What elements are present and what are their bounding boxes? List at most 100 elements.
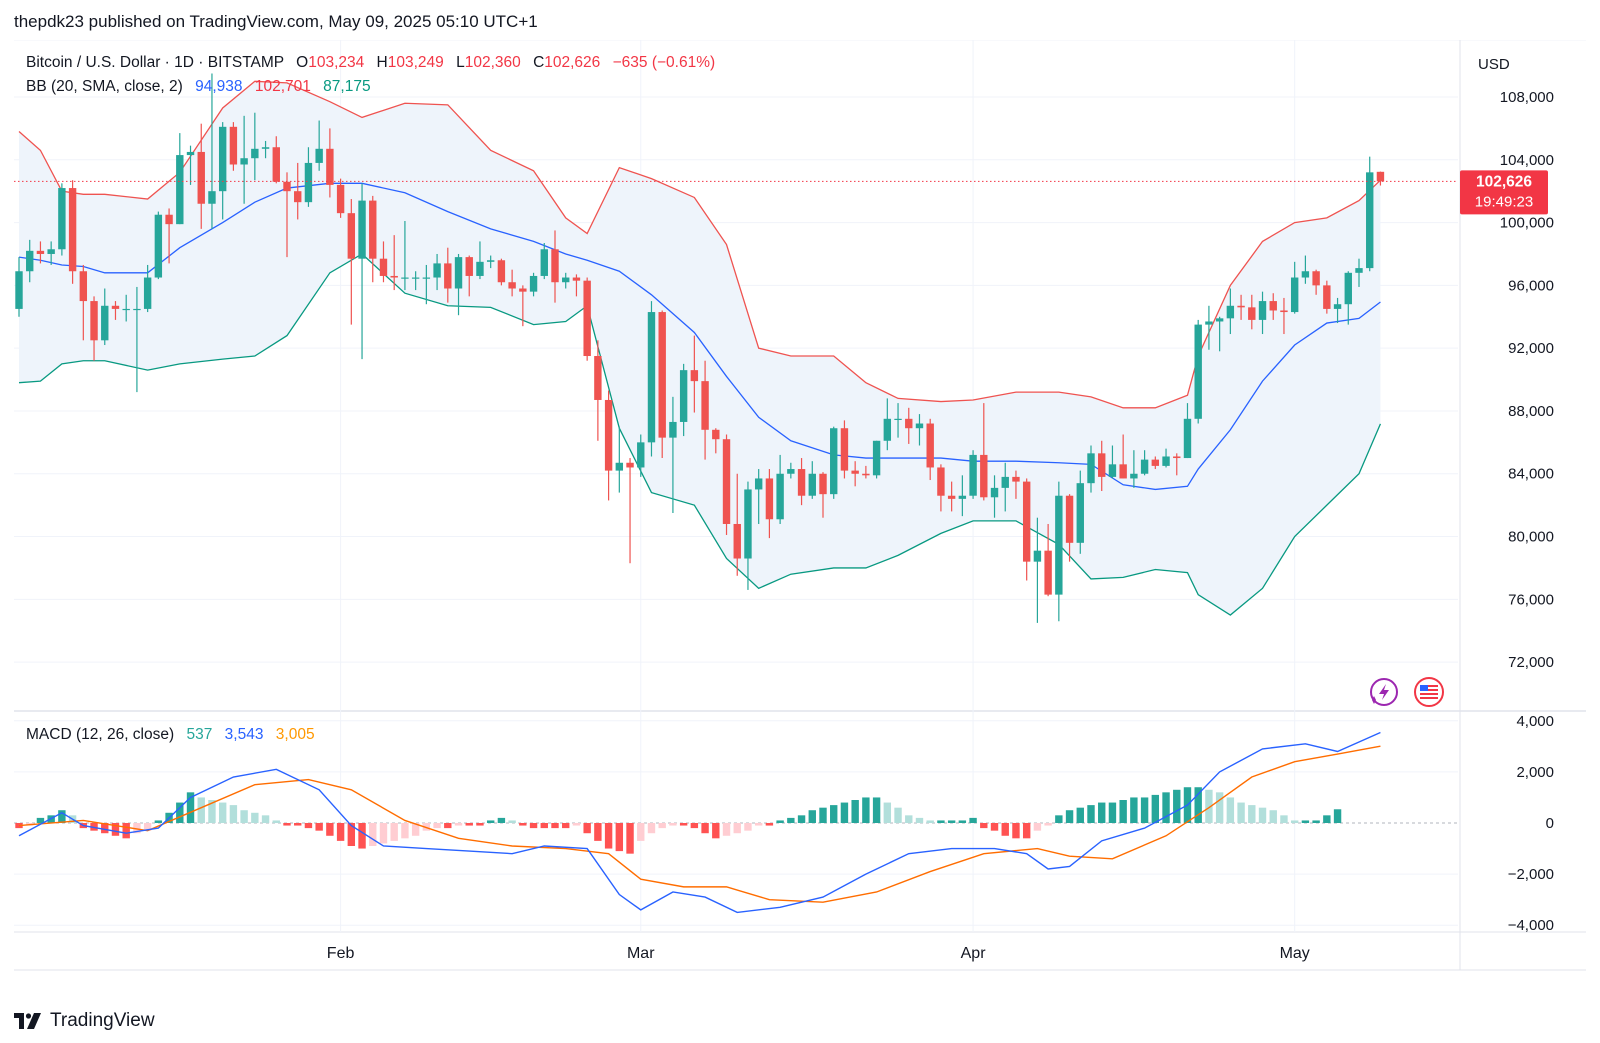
candle-body	[444, 263, 452, 289]
candle	[47, 241, 55, 265]
macd-hist-bar	[347, 823, 356, 846]
candle	[1280, 297, 1288, 335]
lightning-icon[interactable]	[1370, 678, 1398, 706]
legend-change: −635 (−0.61%)	[613, 54, 716, 71]
footer-brand[interactable]: TradingView	[50, 1010, 155, 1031]
candle	[776, 454, 784, 524]
candle	[722, 434, 731, 535]
macd-hist-bar	[1119, 800, 1127, 823]
candle	[851, 461, 859, 487]
candle	[433, 253, 441, 291]
candle	[218, 122, 227, 220]
candle	[508, 269, 516, 297]
candle-body	[937, 467, 945, 496]
macd-line	[18, 731, 1381, 914]
bb-lower-line	[18, 253, 1382, 616]
candle	[862, 465, 870, 479]
candle	[165, 208, 173, 264]
macd-hist-bar	[1226, 797, 1235, 823]
candle-body	[208, 191, 216, 204]
macd-hist-bar	[540, 823, 548, 829]
candle	[229, 122, 238, 171]
candle	[872, 440, 881, 479]
macd-hist-bar	[840, 802, 849, 823]
legend-low: 102,360	[465, 54, 521, 71]
macd-tick-label: −4,000	[1508, 917, 1554, 934]
candle	[379, 241, 388, 283]
candle	[658, 310, 666, 459]
macd-hist-bar	[1055, 815, 1063, 823]
macd-hist-bar	[1173, 789, 1181, 823]
macd-hist-bar	[1012, 823, 1020, 839]
chart-canvas[interactable]: 72,000 76,000 80,000 84,000 88,000 92,000 96,0…	[14, 40, 1586, 998]
candle-body	[315, 148, 323, 163]
bb-basis-line	[18, 182, 1381, 491]
candle	[808, 461, 816, 499]
candle-body	[1022, 481, 1031, 562]
candle	[486, 255, 495, 269]
candle-body	[122, 308, 130, 311]
candle-body	[101, 305, 109, 341]
candle	[36, 241, 45, 264]
candle-body	[1012, 476, 1020, 482]
legend-macd: MACD (12, 26, close) 537 3,543 3,005	[26, 726, 315, 743]
legend-low-label: L	[456, 54, 465, 71]
macd-hist-bar	[872, 797, 881, 823]
candle-body	[551, 249, 559, 283]
macd-signal-line	[18, 745, 1381, 903]
candle	[647, 301, 656, 457]
footer: TradingView	[14, 1010, 155, 1032]
macd-hist-bar	[894, 807, 902, 823]
candle-body	[733, 523, 741, 559]
candle	[186, 145, 195, 185]
time-tick-label: Mar	[627, 945, 655, 962]
macd-hist-bar	[36, 817, 45, 823]
price-tick-label: 72,000	[1508, 654, 1554, 671]
candle-body	[1108, 464, 1117, 477]
macd-hist-bar	[615, 823, 624, 852]
macd-hist-bar	[583, 823, 591, 834]
macd-hist-bar	[1044, 823, 1052, 826]
candle-body	[465, 257, 473, 276]
candle-body	[1173, 456, 1181, 459]
candle-body	[765, 478, 774, 520]
macd-hist-bar	[294, 823, 302, 826]
macd-hist-bar	[722, 823, 731, 836]
candle-body	[1323, 285, 1331, 309]
candle-body	[1355, 268, 1363, 273]
candle	[240, 115, 248, 204]
candle	[1205, 305, 1213, 350]
us-flag-icon[interactable]	[1414, 677, 1444, 707]
candle	[615, 426, 624, 493]
candle-body	[422, 277, 431, 279]
candle-body	[401, 277, 409, 279]
candle	[1226, 288, 1235, 335]
macd-hist-bar	[787, 817, 795, 823]
macd-hist-bar	[497, 817, 506, 823]
candle-body	[915, 423, 924, 429]
macd-hist-bar	[186, 792, 195, 823]
candle-body	[1183, 418, 1192, 459]
macd-hist-bar	[1194, 787, 1202, 823]
legend-high-label: H	[377, 54, 388, 71]
candle-body	[1333, 304, 1342, 309]
macd-hist-bar	[937, 820, 945, 823]
candle	[1033, 517, 1042, 623]
candle-body	[647, 312, 656, 443]
currency-label[interactable]: USD	[1478, 56, 1510, 73]
macd-hist-bar	[154, 820, 163, 823]
candle	[905, 407, 913, 444]
candle	[58, 183, 66, 256]
candle-body	[218, 126, 227, 192]
candle	[143, 264, 152, 313]
candle	[497, 258, 506, 286]
candle	[422, 264, 431, 305]
macd-hist-bar	[765, 823, 774, 826]
macd-hist-bar	[315, 823, 323, 831]
candle	[830, 426, 838, 499]
candle-body	[830, 428, 838, 495]
candle	[304, 147, 313, 207]
candle-body	[486, 260, 495, 262]
price-tick-label: 84,000	[1508, 466, 1554, 483]
macd-hist-bar	[218, 802, 227, 823]
